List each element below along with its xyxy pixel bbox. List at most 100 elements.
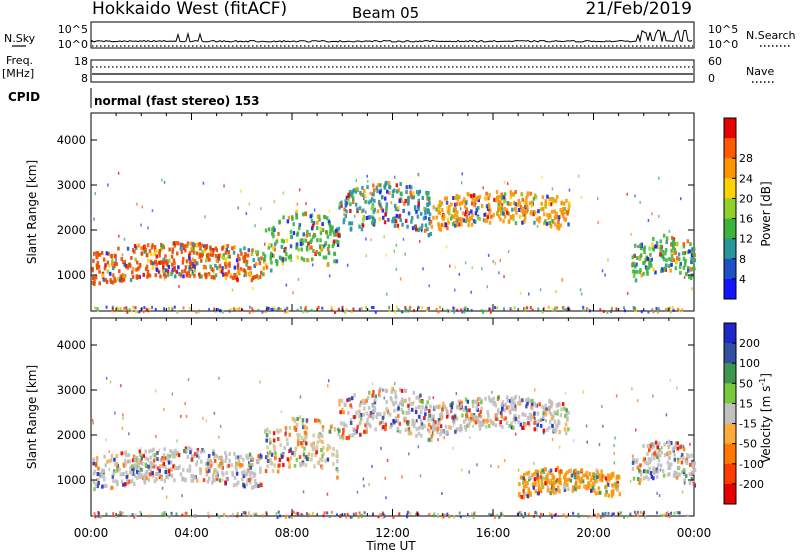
echo-cell <box>162 257 165 262</box>
noise-right-label: N.Search <box>746 29 796 42</box>
velocity-colorbar-label: Velocity [m s-1] <box>758 373 773 463</box>
echo-cell <box>305 426 308 431</box>
echo-cell <box>650 263 653 268</box>
echo-cell <box>428 396 431 401</box>
echo-cell <box>408 184 412 189</box>
echo-cell <box>537 483 541 488</box>
echo-cell <box>459 424 463 429</box>
echo-cell <box>690 260 693 265</box>
echo-cell <box>657 458 661 463</box>
echo-cell <box>532 485 535 490</box>
echo-cell <box>563 427 567 432</box>
echo-cell <box>446 410 449 415</box>
noise-cell <box>385 496 387 500</box>
echo-cell <box>135 274 139 279</box>
echo-cell <box>122 482 125 487</box>
echo-cell <box>203 265 206 270</box>
noise-cell <box>292 291 294 295</box>
echo-cell <box>127 453 131 457</box>
echo-cell <box>189 261 192 266</box>
noise-cell <box>365 254 368 258</box>
echo-cell <box>243 469 246 474</box>
echo-cell <box>102 474 106 478</box>
echo-cell <box>92 276 95 281</box>
ground-scatter-cell <box>140 307 143 310</box>
echo-cell <box>188 464 192 469</box>
ground-scatter-cell <box>519 511 522 514</box>
echo-cell <box>471 399 475 404</box>
echo-cell <box>372 408 375 413</box>
echo-cell <box>227 463 231 468</box>
echo-cell <box>213 453 217 458</box>
echo-cell <box>207 476 211 481</box>
echo-cell <box>634 243 637 248</box>
echo-cell <box>468 408 471 413</box>
echo-cell <box>389 425 392 430</box>
echo-cell <box>541 195 545 200</box>
echo-cell <box>681 453 684 457</box>
echo-cell <box>596 475 599 480</box>
echo-cell <box>689 462 692 467</box>
echo-cell <box>250 463 253 467</box>
echo-cell <box>148 249 152 254</box>
echo-cell <box>137 472 141 476</box>
echo-cell <box>207 454 211 458</box>
echo-cell <box>453 223 457 228</box>
echo-cell <box>272 443 276 448</box>
echo-cell <box>265 265 269 270</box>
echo-cell <box>673 470 676 475</box>
ground-scatter-cell <box>551 515 553 519</box>
echo-cell <box>443 213 446 218</box>
echo-cell <box>537 479 540 483</box>
echo-cell <box>122 274 126 279</box>
noise-cell <box>356 188 358 192</box>
echo-cell <box>597 474 601 478</box>
echo-cell <box>170 467 174 472</box>
echo-cell <box>678 257 681 262</box>
echo-cell <box>146 457 150 462</box>
echo-cell <box>166 269 170 274</box>
echo-cell <box>458 222 461 227</box>
echo-cell <box>488 220 492 225</box>
ground-scatter-cell <box>543 307 545 311</box>
ground-scatter-cell <box>105 305 108 309</box>
echo-cell <box>94 275 98 280</box>
echo-cell <box>438 412 442 417</box>
echo-cell <box>162 457 165 462</box>
noise-cell <box>476 463 478 467</box>
ground-scatter-cell <box>377 515 380 519</box>
velocity-colorbar-label-exp: -1 <box>758 378 767 386</box>
echo-cell <box>501 207 504 212</box>
echo-cell <box>412 195 416 200</box>
echo-cell <box>294 447 297 452</box>
echo-cell <box>587 481 590 486</box>
noise-cell <box>259 380 261 384</box>
ground-scatter-cell <box>254 513 257 517</box>
noise-cell <box>607 258 609 262</box>
echo-cell <box>485 191 488 196</box>
echo-cell <box>339 410 342 415</box>
echo-cell <box>525 200 528 205</box>
echo-cell <box>633 459 637 464</box>
noise-cell <box>292 450 294 454</box>
echo-cell <box>690 476 694 481</box>
echo-cell <box>93 279 96 284</box>
echo-cell <box>682 447 686 452</box>
noise-cell <box>94 192 96 196</box>
noise-cell <box>383 235 385 239</box>
echo-cell <box>508 399 512 404</box>
echo-cell <box>509 215 513 219</box>
ground-scatter-cell <box>407 309 410 313</box>
echo-cell <box>512 217 515 222</box>
echo-cell <box>438 211 442 216</box>
noise-cell <box>187 378 190 382</box>
echo-cell <box>442 401 445 406</box>
ground-scatter-cell <box>115 306 118 310</box>
ground-scatter-cell <box>482 311 485 314</box>
echo-cell <box>665 236 669 241</box>
echo-cell <box>617 475 621 480</box>
echo-cell <box>369 424 372 429</box>
echo-cell <box>559 223 562 228</box>
echo-cell <box>445 407 448 411</box>
echo-cell <box>550 209 554 214</box>
